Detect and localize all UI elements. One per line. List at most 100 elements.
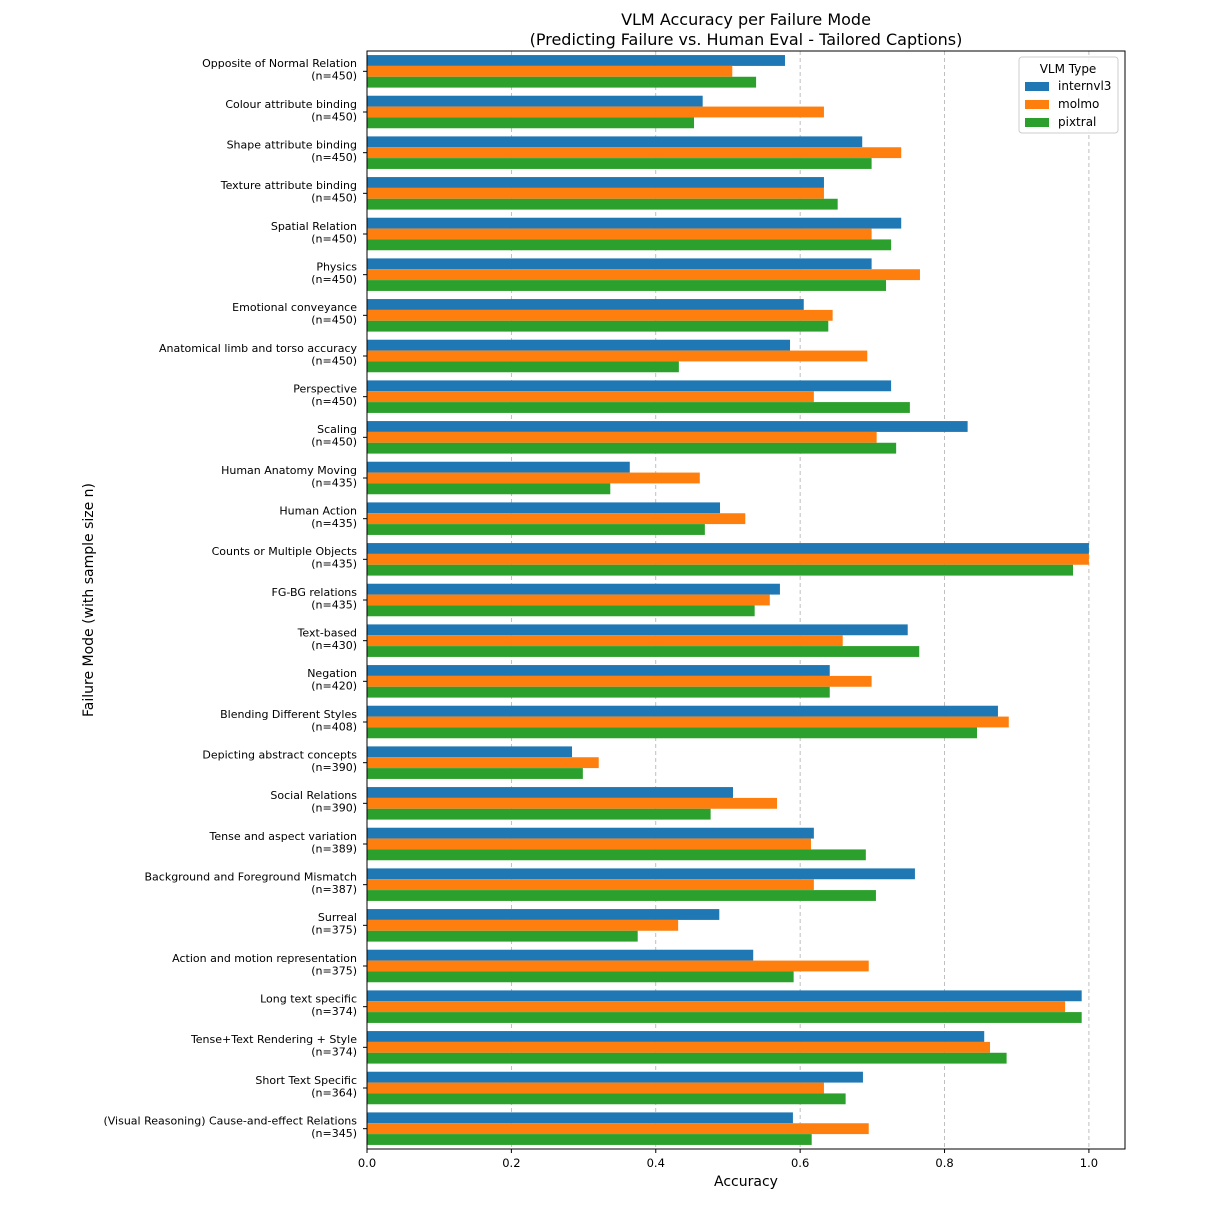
category-label: Counts or Multiple Objects (212, 545, 358, 558)
category-label: FG-BG relations (272, 586, 358, 599)
category-label: Anatomical limb and torso accuracy (159, 342, 358, 355)
bar-molmo (367, 309, 833, 321)
category-label: Negation (307, 667, 357, 680)
bar-internvl3 (367, 217, 902, 229)
bar-internvl3 (367, 258, 872, 270)
bar-molmo (367, 716, 1009, 728)
bar-molmo (367, 1123, 869, 1135)
legend-swatch-molmo (1025, 100, 1049, 109)
bar-internvl3 (367, 339, 791, 351)
category-label: (n=435) (311, 517, 357, 530)
category-label: Blending Different Styles (220, 708, 357, 721)
bar-pixtral (367, 483, 611, 495)
category-label: (n=450) (311, 151, 357, 164)
category-label: Scaling (317, 423, 357, 436)
bar-internvl3 (367, 705, 998, 717)
legend-title: VLM Type (1040, 62, 1097, 76)
category-label: (n=450) (311, 314, 357, 327)
category-label: Human Anatomy Moving (221, 464, 357, 477)
bar-pixtral (367, 1093, 846, 1105)
category-label: Perspective (293, 382, 357, 395)
bar-internvl3 (367, 827, 814, 839)
legend-label-molmo: molmo (1058, 97, 1099, 111)
bar-pixtral (367, 768, 583, 779)
category-label: (n=387) (311, 883, 357, 896)
bar-pixtral (367, 198, 838, 210)
bar-internvl3 (367, 990, 1082, 1002)
category-label: Shape attribute binding (227, 138, 357, 151)
x-tick-label: 0.6 (791, 1156, 809, 1170)
bar-molmo (367, 513, 746, 525)
bar-pixtral (367, 930, 638, 942)
category-label: Action and motion representation (172, 952, 357, 965)
category-label: (n=389) (311, 842, 357, 855)
legend-swatch-pixtral (1025, 118, 1049, 127)
bar-molmo (367, 919, 679, 931)
bar-internvl3 (367, 55, 785, 66)
bar-internvl3 (367, 95, 703, 107)
legend-label-pixtral: pixtral (1058, 115, 1096, 129)
chart-title: VLM Accuracy per Failure Mode (621, 10, 871, 29)
bar-internvl3 (367, 746, 573, 758)
bar-internvl3 (367, 1031, 985, 1042)
category-label: Social Relations (270, 789, 357, 802)
category-label: (Visual Reasoning) Cause-and-effect Rela… (103, 1114, 357, 1127)
bar-pixtral (367, 117, 695, 129)
bar-internvl3 (367, 868, 915, 880)
bar-pixtral (367, 646, 920, 657)
bar-pixtral (367, 971, 794, 983)
bar-molmo (367, 472, 700, 484)
bar-pixtral (367, 605, 755, 617)
category-label: Background and Foreground Mismatch (144, 870, 357, 883)
category-label: Opposite of Normal Relation (202, 57, 357, 70)
x-tick-label: 0.2 (502, 1156, 520, 1170)
bar-molmo (367, 106, 824, 118)
x-tick-label: 0.0 (358, 1156, 376, 1170)
category-label: Texture attribute binding (220, 179, 357, 192)
bar-pixtral (367, 808, 711, 820)
bar-molmo (367, 838, 811, 850)
bar-pixtral (367, 727, 978, 739)
category-label: (n=450) (311, 436, 357, 449)
category-label: Tense and aspect variation (209, 830, 358, 843)
legend-label-internvl3: internvl3 (1058, 79, 1111, 93)
bar-molmo (367, 1001, 1066, 1013)
category-label: (n=450) (311, 70, 357, 83)
category-label: Physics (316, 260, 357, 273)
bar-pixtral (367, 402, 910, 413)
bar-internvl3 (367, 949, 754, 961)
category-label: (n=375) (311, 964, 357, 977)
bar-pixtral (367, 890, 876, 901)
bar-molmo (367, 269, 920, 281)
category-label: (n=420) (311, 680, 357, 693)
category-label: (n=450) (311, 395, 357, 408)
category-label: (n=450) (311, 192, 357, 205)
bar-internvl3 (367, 461, 630, 473)
bar-molmo (367, 960, 869, 972)
category-label: (n=390) (311, 761, 357, 774)
bar-pixtral (367, 524, 705, 535)
category-label: Spatial Relation (271, 220, 357, 233)
bar-molmo (367, 879, 814, 891)
category-label: (n=375) (311, 924, 357, 937)
bar-molmo (367, 1041, 991, 1053)
bar-pixtral (367, 280, 887, 291)
plot-frame (366, 50, 1126, 1150)
bar-internvl3 (367, 583, 780, 595)
category-label: Human Action (279, 504, 357, 517)
category-label: Emotional conveyance (232, 301, 357, 314)
bar-internvl3 (367, 177, 824, 188)
bar-molmo (367, 65, 733, 77)
bar-molmo (367, 431, 877, 443)
category-label: (n=435) (311, 598, 357, 611)
bar-pixtral (367, 320, 829, 332)
bar-molmo (367, 228, 872, 240)
category-label: (n=450) (311, 354, 357, 367)
bar-molmo (367, 147, 902, 159)
bar-internvl3 (367, 787, 734, 798)
category-label: Tense+Text Rendering + Style (190, 1033, 357, 1046)
bar-internvl3 (367, 543, 1089, 554)
category-label: (n=435) (311, 558, 357, 571)
category-label: (n=364) (311, 1086, 357, 1099)
category-label: (n=450) (311, 273, 357, 286)
